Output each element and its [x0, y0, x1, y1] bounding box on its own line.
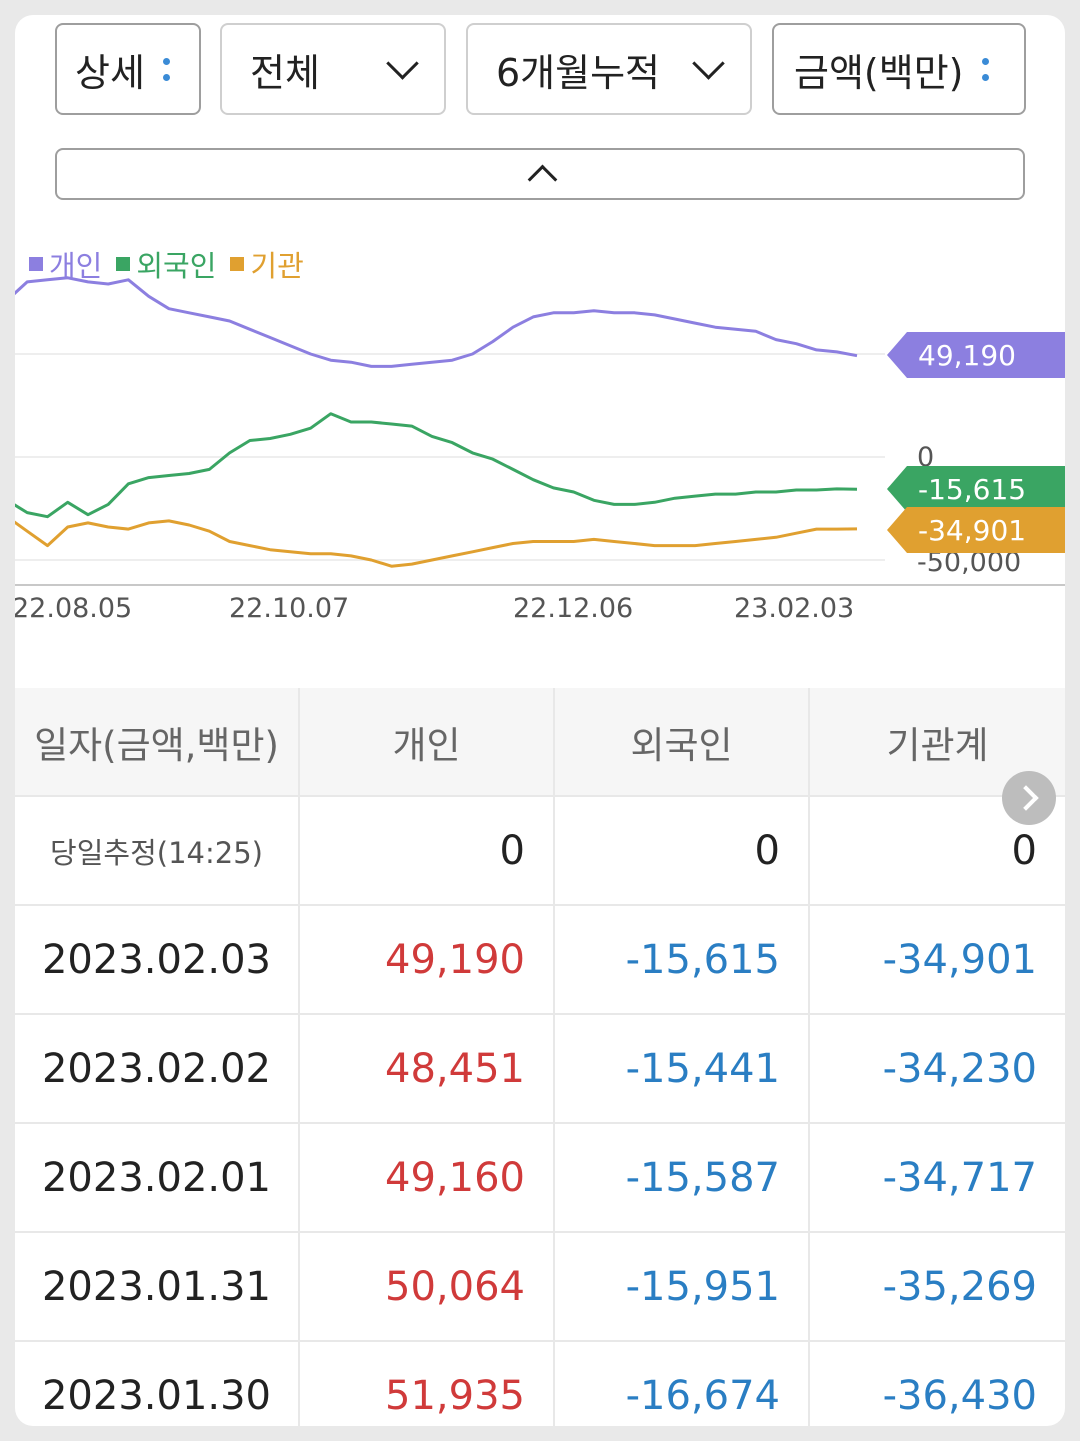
y-tick-label: 0 [917, 442, 934, 473]
end-value-label: -34,901 [887, 507, 1065, 553]
row-individual: 49,190 [300, 906, 555, 1013]
scroll-right-button[interactable] [1002, 771, 1056, 825]
row-individual: 50,064 [300, 1233, 555, 1340]
series-line-2 [15, 519, 858, 568]
investor-table: 일자(금액,백만) 개인 외국인 기관계 당일추정(14:25) 0 0 0 2… [15, 688, 1065, 1426]
legend-swatch [116, 257, 131, 271]
row-individual: 51,935 [300, 1342, 555, 1426]
end-value-badge [887, 332, 1065, 378]
header-date: 일자(금액,백만) [15, 688, 300, 795]
header-institution: 기관계 [886, 723, 989, 767]
row-institution: -35,269 [882, 1263, 1037, 1310]
detail-button[interactable]: 상세 [55, 23, 201, 115]
period-dropdown[interactable]: 6개월누적 [466, 23, 752, 115]
scope-dropdown-value: 전체 [250, 50, 320, 95]
table-row: 2023.01.30 51,935 -16,674 -36,430 [15, 1342, 1065, 1426]
end-value-text: -34,901 [918, 514, 1026, 547]
end-value-label: -15,615 [887, 466, 1065, 512]
x-tick-label: 22.10.07 [229, 593, 349, 624]
detail-button-label: 상세 [75, 50, 145, 95]
x-tick-label: 23.02.03 [734, 593, 854, 624]
table-row: 2023.01.31 50,064 -15,951 -35,269 [15, 1233, 1065, 1342]
today-label: 당일추정(14:25) [15, 797, 300, 904]
table-row: 2023.02.02 48,451 -15,441 -34,230 [15, 1015, 1065, 1124]
row-foreign: -15,441 [555, 1015, 810, 1122]
scope-dropdown[interactable]: 전체 [220, 23, 446, 115]
legend-swatch [29, 257, 43, 271]
legend-item-foreign: 외국인 [116, 243, 216, 285]
row-date: 2023.02.02 [15, 1015, 300, 1122]
row-date: 2023.02.01 [15, 1124, 300, 1231]
legend-item-institution: 기관 [230, 243, 304, 285]
x-tick-label: 22.12.06 [513, 593, 633, 624]
row-date: 2023.02.03 [15, 906, 300, 1013]
row-institution: -36,430 [882, 1372, 1037, 1419]
end-value-badge [887, 466, 1065, 512]
row-institution: -34,717 [882, 1154, 1037, 1201]
unit-button[interactable]: 금액(백만) [772, 23, 1026, 115]
legend-label: 외국인 [136, 249, 217, 283]
row-foreign: -15,615 [555, 906, 810, 1013]
investor-line-chart: 0 -50,000 49,190-15,615-34,901 22.08.05 … [15, 276, 1065, 624]
legend-swatch [230, 257, 245, 271]
header-individual: 개인 [300, 688, 555, 795]
unit-button-label: 금액(백만) [794, 50, 964, 95]
series-line-1 [15, 412, 858, 519]
chart-legend: 개인 외국인 기관 [29, 243, 304, 285]
row-date: 2023.01.31 [15, 1233, 300, 1340]
today-institution: 0 [1011, 827, 1037, 874]
row-institution: -34,901 [882, 936, 1037, 983]
row-institution: -34,230 [882, 1045, 1037, 1092]
legend-label: 기관 [250, 249, 304, 283]
row-foreign: -16,674 [555, 1342, 810, 1426]
header-foreign: 외국인 [555, 688, 810, 795]
x-tick-label: 22.08.05 [15, 593, 132, 624]
row-foreign: -15,587 [555, 1124, 810, 1231]
today-foreign: 0 [555, 797, 810, 904]
row-individual: 48,451 [300, 1015, 555, 1122]
table-header-row: 일자(금액,백만) 개인 외국인 기관계 [15, 688, 1065, 797]
end-value-text: -15,615 [918, 473, 1026, 506]
row-foreign: -15,951 [555, 1233, 810, 1340]
row-date: 2023.01.30 [15, 1342, 300, 1426]
today-individual: 0 [300, 797, 555, 904]
table-row: 2023.02.01 49,160 -15,587 -34,717 [15, 1124, 1065, 1233]
investor-trend-card: 상세 전체 6개월누적 금액(백만) 개인 외국인 기관 [15, 15, 1065, 1426]
series-line-0 [15, 276, 858, 368]
table-row-today: 당일추정(14:25) 0 0 0 [15, 797, 1065, 906]
chevron-right-icon [1013, 785, 1039, 811]
table-row: 2023.02.03 49,190 -15,615 -34,901 [15, 906, 1065, 1015]
more-dots-icon [981, 57, 989, 81]
row-individual: 49,160 [300, 1124, 555, 1231]
end-value-label: 49,190 [887, 332, 1065, 378]
period-dropdown-value: 6개월누적 [496, 50, 661, 95]
more-dots-icon [162, 57, 170, 81]
end-value-badge [887, 507, 1065, 553]
end-value-text: 49,190 [918, 339, 1016, 372]
collapse-chart-button[interactable] [55, 148, 1025, 200]
